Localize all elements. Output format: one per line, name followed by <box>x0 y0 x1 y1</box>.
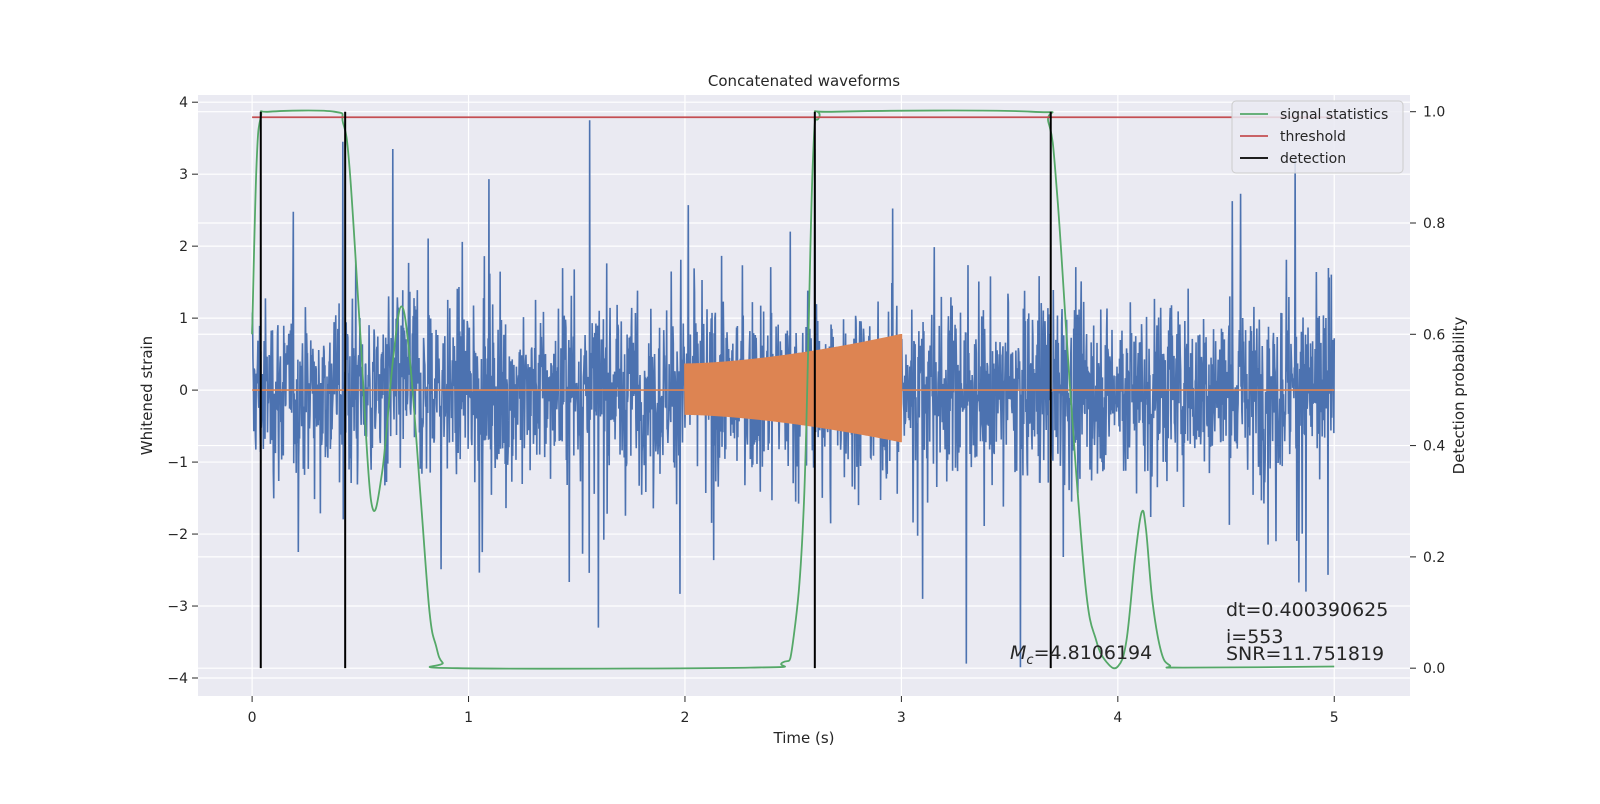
axes-layer: 0 1 2 3 4 5 −4 −3 −2 −1 0 1 2 3 4 0.0 0.2 0.4 0.6 0.8 1.0 <box>167 95 1445 726</box>
y-tick-label-5: 1 <box>179 311 188 327</box>
annotation-dt: dt=0.400390625 <box>1226 599 1388 621</box>
y-right-tick-label-1: 0.2 <box>1423 550 1445 566</box>
annotation-chirp-mass-value: =4.8106194 <box>1034 642 1153 664</box>
legend-label-signal-statistics: signal statistics <box>1280 107 1388 123</box>
y-right-tick-label-4: 0.8 <box>1423 216 1445 232</box>
y-right-tick-label-5: 1.0 <box>1423 105 1445 121</box>
x-axis-label: Time (s) <box>773 729 835 747</box>
x-tick-label-1: 1 <box>464 710 473 726</box>
y-tick-label-3: −1 <box>167 455 188 471</box>
y-tick-label-7: 3 <box>179 167 188 183</box>
x-tick-label-2: 2 <box>681 710 690 726</box>
y-right-tick-label-3: 0.6 <box>1423 327 1445 343</box>
legend-label-threshold: threshold <box>1280 129 1346 145</box>
x-tick-label-0: 0 <box>248 710 257 726</box>
y-tick-label-2: −2 <box>167 527 188 543</box>
y-right-tick-label-0: 0.0 <box>1423 661 1445 677</box>
plot-area <box>251 109 1336 670</box>
y-tick-label-0: −4 <box>167 671 188 687</box>
y-axis-label: Whitened strain <box>138 336 156 455</box>
chart-title: Concatenated waveforms <box>708 72 900 90</box>
data-layer <box>251 109 1336 670</box>
annotation-chirp-mass-symbol: M <box>1010 642 1026 664</box>
annotation-i: i=553 <box>1226 626 1283 648</box>
series-whitened-strain <box>251 120 1336 668</box>
y-tick-label-8: 4 <box>179 95 188 111</box>
y-tick-label-6: 2 <box>179 239 188 255</box>
x-tick-label-3: 3 <box>897 710 906 726</box>
annotation-chirp-mass: Mc=4.8106194 <box>1010 642 1152 668</box>
series-signal-statistics <box>251 109 1335 670</box>
y-axis-right-label: Detection probability <box>1450 317 1468 475</box>
y-right-tick-label-2: 0.4 <box>1423 439 1445 455</box>
annotation-snr: SNR=11.751819 <box>1226 643 1384 665</box>
annotation-chirp-mass-subscript: c <box>1026 653 1033 668</box>
legend: signal statistics threshold detection <box>1231 100 1404 174</box>
legend-label-detection: detection <box>1280 151 1346 167</box>
y-tick-label-1: −3 <box>167 599 188 615</box>
legend-box <box>1231 100 1404 174</box>
annotations: dt=0.400390625 i=553 SNR=11.751819 Mc=4.… <box>1010 599 1388 668</box>
y-tick-label-4: 0 <box>179 383 188 399</box>
series-template-chirp <box>252 333 1335 443</box>
x-tick-label-4: 4 <box>1113 710 1122 726</box>
x-tick-label-5: 5 <box>1330 710 1339 726</box>
